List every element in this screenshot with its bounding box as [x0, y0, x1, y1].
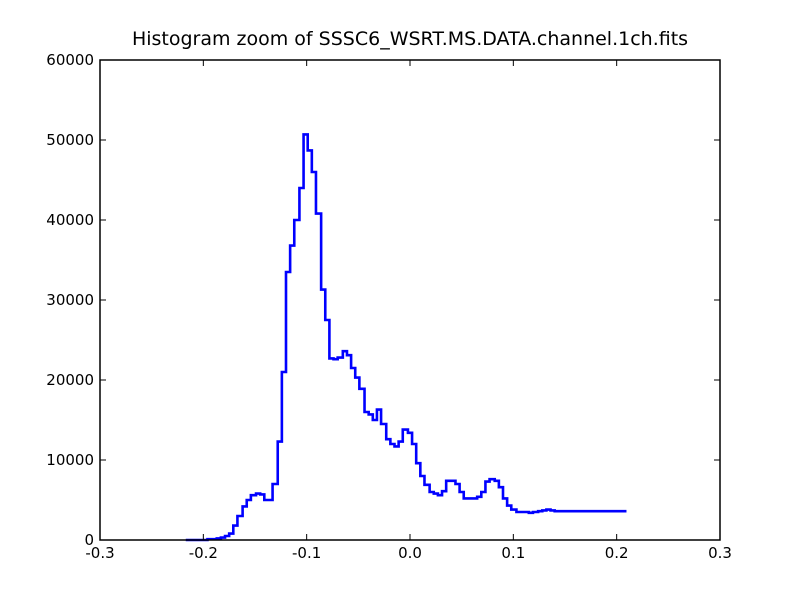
y-tick-label: 60000	[46, 51, 94, 69]
x-tick-label: 0.2	[605, 544, 629, 562]
x-tick-label: 0.1	[501, 544, 525, 562]
histogram-series-line	[185, 133, 627, 542]
x-tick-label: -0.1	[292, 544, 321, 562]
x-tick-label: 0.0	[398, 544, 422, 562]
y-tick-label: 40000	[46, 211, 94, 229]
series-group	[185, 133, 627, 542]
tick-labels-group: -0.3 -0.2 -0.1 0.0 0.1 0.2 0.3 0 10000 20000 30000…	[46, 51, 732, 562]
y-tick-label: 30000	[46, 291, 94, 309]
plot-area	[100, 60, 720, 540]
y-tick-label: 50000	[46, 131, 94, 149]
chart-title: Histogram zoom of SSSC6_WSRT.MS.DATA.cha…	[132, 28, 688, 50]
y-tick-label: 10000	[46, 451, 94, 469]
x-tick-label: -0.2	[189, 544, 218, 562]
x-tick-label: 0.3	[708, 544, 732, 562]
y-tick-label: 20000	[46, 371, 94, 389]
x-tick-label: -0.3	[85, 544, 114, 562]
plot-frame	[99, 59, 721, 541]
y-tick-label: 0	[84, 531, 94, 549]
